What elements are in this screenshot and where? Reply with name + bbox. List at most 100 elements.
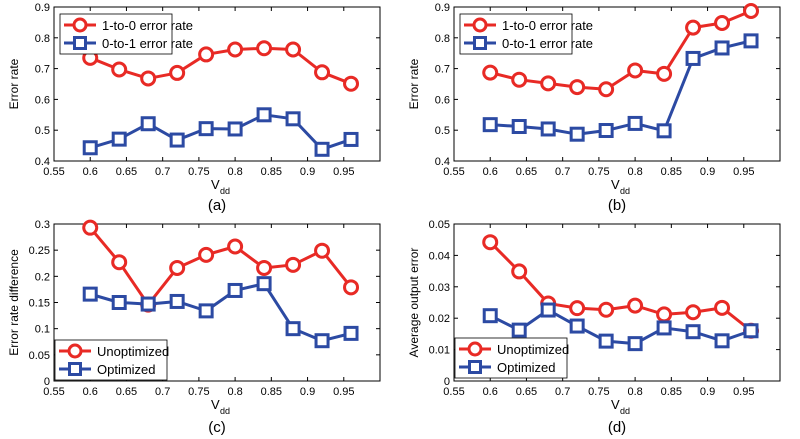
x-tick-label: 0.55 bbox=[443, 386, 464, 398]
data-point-series-2 bbox=[140, 296, 156, 312]
data-point-series-2 bbox=[140, 116, 156, 132]
data-point-series-1 bbox=[198, 246, 215, 263]
data-point-series-1 bbox=[569, 79, 586, 96]
data-point-series-2 bbox=[198, 303, 214, 319]
x-tick-label: 0.65 bbox=[116, 166, 137, 178]
legend: 1-to-0 error rate 0-to-1 error rate bbox=[459, 13, 593, 55]
y-tick-label: 0.7 bbox=[435, 64, 450, 76]
data-point-series-1 bbox=[482, 64, 499, 81]
series-line-1 bbox=[89, 46, 352, 86]
y-tick-label: 0.5 bbox=[35, 125, 50, 137]
x-tick-label: 0.75 bbox=[588, 166, 609, 178]
y-tick-label: 0 bbox=[44, 376, 50, 388]
panel-label: (a) bbox=[208, 197, 226, 214]
data-point-series-2 bbox=[598, 123, 614, 139]
y-tick-label: 0.8 bbox=[435, 33, 450, 45]
x-tick-label: 0.65 bbox=[516, 166, 537, 178]
legend-label: 0-to-1 error rate bbox=[502, 36, 593, 51]
x-tick-label: 0.7 bbox=[555, 386, 570, 398]
data-point-series-2 bbox=[656, 320, 672, 336]
data-point-series-2 bbox=[627, 115, 643, 131]
data-point-series-1 bbox=[111, 254, 128, 271]
data-point-series-1 bbox=[140, 70, 157, 87]
data-point-series-2 bbox=[314, 141, 330, 157]
y-tick-label: 0.6 bbox=[35, 94, 50, 106]
legend-marker bbox=[468, 360, 482, 374]
data-point-series-1 bbox=[256, 40, 273, 57]
series-line-2 bbox=[89, 282, 352, 343]
x-tick-label: 0.6 bbox=[83, 166, 98, 178]
panel-label: (d) bbox=[608, 419, 626, 436]
data-point-series-1 bbox=[714, 299, 731, 316]
x-axis-label: V bbox=[611, 397, 620, 412]
data-point-series-2 bbox=[343, 131, 359, 147]
series-line-1 bbox=[89, 226, 353, 307]
y-tick-label: 0.9 bbox=[35, 2, 50, 14]
x-tick-label: 0.95 bbox=[333, 386, 354, 398]
data-point-series-2 bbox=[482, 117, 498, 133]
legend-label: Unoptimized bbox=[497, 342, 569, 357]
x-tick-label: 0.7 bbox=[555, 166, 570, 178]
legend-label: 1-to-0 error rate bbox=[502, 18, 593, 33]
series-line-1 bbox=[489, 9, 752, 91]
data-point-series-2 bbox=[169, 293, 185, 309]
data-point-series-2 bbox=[256, 107, 272, 123]
data-point-series-1 bbox=[714, 15, 731, 32]
x-tick-label: 0.8 bbox=[627, 166, 642, 178]
x-axis-label: V bbox=[211, 397, 220, 412]
x-tick-label: 0.6 bbox=[483, 386, 498, 398]
legend: Unoptimized Optimized bbox=[54, 339, 169, 381]
y-tick-label: 0.4 bbox=[35, 156, 50, 168]
y-tick-label: 0.8 bbox=[35, 33, 50, 45]
legend-marker bbox=[67, 343, 83, 359]
data-point-series-1 bbox=[256, 259, 273, 276]
data-point-series-1 bbox=[314, 64, 331, 81]
data-point-series-2 bbox=[714, 40, 730, 56]
y-tick-label: 0.04 bbox=[429, 250, 450, 262]
data-point-series-1 bbox=[343, 75, 360, 92]
data-point-series-1 bbox=[285, 256, 302, 273]
data-point-series-1 bbox=[685, 19, 702, 36]
x-tick-label: 0.6 bbox=[483, 166, 498, 178]
y-tick-label: 0.03 bbox=[429, 282, 450, 294]
y-tick-label: 0.15 bbox=[29, 298, 50, 310]
data-point-series-2 bbox=[743, 33, 759, 49]
data-point-series-2 bbox=[598, 333, 614, 349]
chart-panel-d: 0.55 0.6 0.65 0.7 0.75 0.8 0.85 0.9 0.95 0 0.01 0.0… bbox=[407, 219, 781, 436]
data-point-series-1 bbox=[343, 279, 360, 296]
x-axis-label-subscript: dd bbox=[220, 186, 230, 196]
data-point-series-2 bbox=[569, 318, 585, 334]
data-point-series-2 bbox=[111, 295, 127, 310]
data-point-series-1 bbox=[314, 242, 331, 259]
data-point-series-2 bbox=[482, 308, 498, 324]
x-tick-label: 0.85 bbox=[261, 166, 282, 178]
data-point-series-1 bbox=[285, 41, 302, 58]
data-point-series-1 bbox=[482, 234, 499, 251]
y-tick-label: 0.01 bbox=[429, 345, 450, 357]
data-point-series-2 bbox=[627, 336, 643, 352]
series-line-2 bbox=[489, 308, 752, 346]
x-axis-label: V bbox=[211, 177, 220, 192]
data-point-series-1 bbox=[627, 62, 644, 79]
y-tick-label: 0.5 bbox=[435, 125, 450, 137]
data-point-series-1 bbox=[743, 3, 760, 20]
series-line-2 bbox=[89, 113, 352, 151]
y-axis-label: Error rate bbox=[407, 58, 421, 109]
x-tick-label: 0.75 bbox=[188, 386, 209, 398]
data-point-series-2 bbox=[511, 322, 527, 338]
y-tick-label: 0.9 bbox=[435, 2, 450, 14]
y-tick-label: 0.4 bbox=[435, 156, 450, 168]
x-tick-label: 0.95 bbox=[333, 166, 354, 178]
x-tick-label: 0.85 bbox=[261, 386, 282, 398]
data-point-series-2 bbox=[285, 321, 301, 337]
data-point-series-1 bbox=[569, 300, 586, 317]
x-tick-label: 0.85 bbox=[661, 386, 682, 398]
data-point-series-2 bbox=[111, 131, 127, 147]
x-tick-label: 0.55 bbox=[43, 166, 64, 178]
legend-label: Optimized bbox=[97, 362, 156, 377]
y-axis-label: Error rate difference bbox=[7, 249, 21, 356]
x-tick-label: 0.8 bbox=[227, 386, 242, 398]
y-tick-label: 0.3 bbox=[35, 219, 50, 231]
x-tick-label: 0.8 bbox=[227, 166, 242, 178]
y-tick-label: 0.2 bbox=[35, 271, 50, 283]
